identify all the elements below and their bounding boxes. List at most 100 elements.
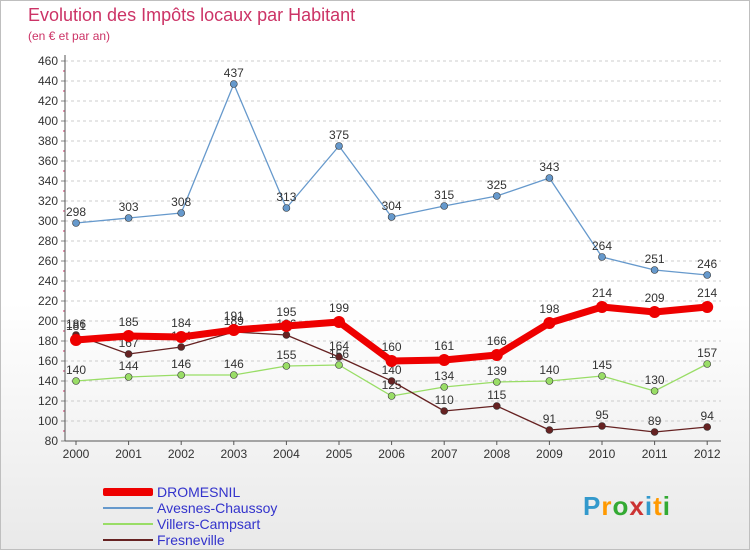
data-point <box>335 353 343 361</box>
y-tick-label: 180 <box>38 334 58 348</box>
data-label: 166 <box>487 334 507 348</box>
x-tick-label: 2000 <box>63 447 90 461</box>
data-label: 181 <box>66 319 86 333</box>
chart-title: Evolution des Impôts locaux par Habitant <box>28 5 356 25</box>
legend-item-villers-campsart: Villers-Campsart <box>103 516 277 532</box>
data-point <box>124 373 133 381</box>
data-label: 160 <box>382 340 402 354</box>
x-tick-label: 2007 <box>431 447 458 461</box>
data-point <box>440 407 449 415</box>
data-point <box>438 354 451 366</box>
data-point <box>440 383 449 391</box>
data-point <box>177 209 185 217</box>
y-tick-label: 200 <box>38 314 58 328</box>
data-point <box>596 301 608 313</box>
y-tick-label: 120 <box>38 394 58 408</box>
data-point <box>387 213 396 221</box>
data-point <box>230 371 238 379</box>
data-point <box>282 331 291 339</box>
data-label: 145 <box>592 358 612 372</box>
y-tick-label: 260 <box>38 254 58 268</box>
data-point <box>701 301 714 313</box>
y-tick-label: 400 <box>38 114 58 128</box>
data-label: 157 <box>697 346 717 360</box>
y-tick-label: 80 <box>45 434 59 448</box>
y-tick-label: 440 <box>38 74 58 88</box>
data-point <box>335 142 343 150</box>
y-tick-label: 280 <box>38 234 58 248</box>
data-label: 134 <box>434 369 454 383</box>
data-label: 195 <box>276 305 296 319</box>
data-label: 144 <box>119 359 139 373</box>
data-point <box>545 377 554 385</box>
data-label: 315 <box>434 188 454 202</box>
data-label: 214 <box>592 286 612 300</box>
data-label: 308 <box>171 195 191 209</box>
data-label: 298 <box>66 205 86 219</box>
data-label: 140 <box>539 363 559 377</box>
data-point <box>385 355 398 367</box>
data-label: 139 <box>487 364 507 378</box>
chart-subtitle: (en € et par an) <box>28 29 111 43</box>
data-label: 140 <box>66 363 86 377</box>
data-point <box>598 372 606 380</box>
data-label: 246 <box>697 257 717 271</box>
data-label: 214 <box>697 286 717 300</box>
data-label: 89 <box>648 414 662 428</box>
logo-letter: P <box>583 491 602 521</box>
data-point <box>543 317 556 329</box>
legend-label-dromesnil: DROMESNIL <box>157 484 241 500</box>
legend-label-fresneville: Fresneville <box>157 532 225 548</box>
data-label: 95 <box>595 408 609 422</box>
data-label: 146 <box>224 357 244 371</box>
y-tick-label: 300 <box>38 214 58 228</box>
y-tick-label: 320 <box>38 194 58 208</box>
data-label: 184 <box>171 316 191 330</box>
legend-item-fresneville: Fresneville <box>103 532 277 548</box>
data-point <box>650 428 659 436</box>
data-point <box>280 320 293 332</box>
data-label: 325 <box>487 178 507 192</box>
y-tick-label: 360 <box>38 154 58 168</box>
logo-letter: t <box>653 491 663 521</box>
data-label: 140 <box>382 363 402 377</box>
data-point <box>124 214 133 222</box>
logo-letter: x <box>629 491 645 521</box>
x-tick-label: 2011 <box>642 447 668 461</box>
data-point <box>387 392 396 400</box>
data-point <box>227 324 240 336</box>
data-label: 115 <box>487 388 506 402</box>
x-tick-label: 2012 <box>694 447 721 461</box>
data-point <box>492 402 501 410</box>
data-point <box>492 378 501 386</box>
data-point <box>545 174 554 182</box>
series-line-avesnes-chaussoy <box>75 83 708 276</box>
x-tick-label: 2006 <box>378 447 405 461</box>
data-label: 375 <box>329 128 349 142</box>
data-point <box>122 330 135 342</box>
data-label: 185 <box>119 315 139 329</box>
x-tick-label: 2010 <box>589 447 616 461</box>
y-tick-label: 100 <box>38 414 58 428</box>
data-point <box>335 361 343 369</box>
data-point <box>440 202 449 210</box>
data-point <box>703 423 712 431</box>
data-point <box>177 343 185 351</box>
data-point <box>648 306 661 318</box>
data-label: 304 <box>382 199 402 213</box>
data-point <box>177 371 185 379</box>
data-label: 161 <box>434 339 454 353</box>
data-label: 209 <box>645 291 665 305</box>
data-label: 189 <box>224 314 244 328</box>
data-label: 125 <box>382 378 402 392</box>
data-label: 110 <box>435 393 454 407</box>
data-label: 130 <box>645 373 665 387</box>
data-label: 186 <box>66 317 86 331</box>
data-label: 313 <box>276 190 296 204</box>
x-tick-label: 2004 <box>273 447 300 461</box>
x-tick-label: 2005 <box>326 447 353 461</box>
data-label: 343 <box>539 160 559 174</box>
data-point <box>282 204 291 212</box>
legend-swatch-avesnes-chaussoy <box>103 507 153 509</box>
